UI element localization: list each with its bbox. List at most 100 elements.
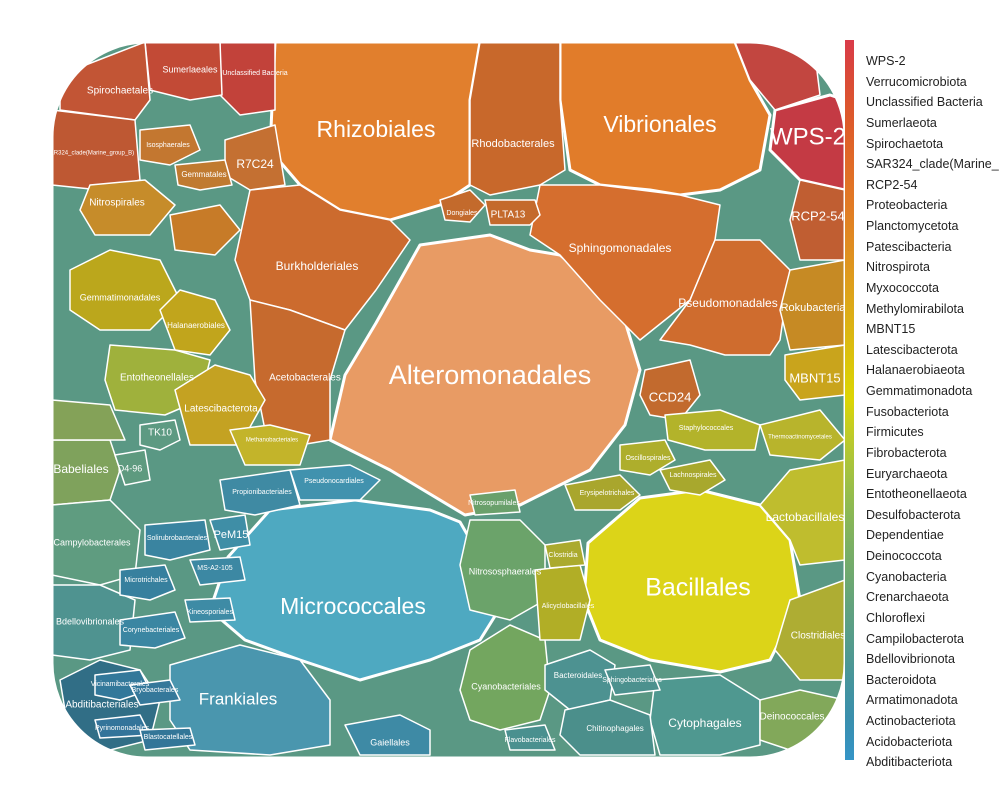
legend-item-gemmatimonadota: Gemmatimonadota xyxy=(866,384,973,398)
legend-item-euryarchaeota: Euryarchaeota xyxy=(866,466,948,481)
label-solirubrobacterales: Solirubrobacterales xyxy=(147,535,208,542)
label-cytophagales: Cytophagales xyxy=(668,716,741,730)
cell-rokubacteriales xyxy=(779,259,845,351)
legend-item-myxococcota: Myxococcota xyxy=(866,280,939,295)
label-plta13: PLTA13 xyxy=(491,210,526,221)
legend-item-rcp2-54: RCP2-54 xyxy=(866,177,918,192)
label-lachnospirales: Lachnospirales xyxy=(669,472,717,479)
label-clostridia: Clostridia xyxy=(548,552,577,559)
label-latescibacterota: Latescibacterota xyxy=(184,404,258,415)
cell-lactobacillales xyxy=(759,459,845,566)
label-vicinamibacterales: Vicinamibacterales xyxy=(91,681,150,688)
cell-chloroflexi-top xyxy=(734,42,821,111)
cell-pseudomonadales xyxy=(659,239,791,356)
legend-item-firmicutes: Firmicutes xyxy=(866,425,924,440)
label-sar324-clade-marine-group-b: SAR324_clade(Marine_group_B) xyxy=(46,151,134,157)
label-frankiales: Frankiales xyxy=(199,689,277,708)
label-gaiellales: Gaiellales xyxy=(370,737,410,747)
label-mbnt15: MBNT15 xyxy=(789,370,840,385)
legend-item-unclassified-bacteria: Unclassified Bacteria xyxy=(866,95,983,110)
label-tk10: TK10 xyxy=(148,428,172,439)
label-sphingobacteriales: Sphingobacteriales xyxy=(602,677,662,684)
cell-thermoactinomycetales xyxy=(759,409,845,461)
label-nitrososphaerales: Nitrososphaerales xyxy=(469,566,542,576)
label-staphylococcales: Staphylococcales xyxy=(679,425,734,432)
treemap-labels: Alteromonadales Micrococcales Bacillales Rh… xyxy=(46,64,860,747)
legend-item-abditibacteriota: Abditibacteriota xyxy=(866,755,953,770)
cell-gaiellales xyxy=(344,714,431,756)
label-cyanobacteriales: Cyanobacteriales xyxy=(471,681,541,691)
label-babeliales: Babeliales xyxy=(53,462,108,476)
label-burkholderiales: Burkholderiales xyxy=(276,259,359,273)
cell-cyanobacteriales xyxy=(459,624,551,731)
cell-bryobacterales xyxy=(129,679,181,706)
label-rhodobacterales: Rhodobacterales xyxy=(471,138,555,150)
label-alteromonadales: Alteromonadales xyxy=(389,360,592,390)
legend-item-planctomycetota: Planctomycetota xyxy=(866,219,959,233)
cell-gemmatales xyxy=(174,159,233,191)
label-methanobacteriales: Methanobacteriales xyxy=(246,438,298,444)
label-blastocatellales: Blastocatellales xyxy=(144,734,193,741)
cell-plta13 xyxy=(484,199,541,226)
label-alicyclobacillales: Alicyclobacillales xyxy=(542,603,595,610)
cell-sphingobacteriales xyxy=(604,664,661,696)
label-deinococcales: Deinococcales xyxy=(759,712,824,723)
label-bacteroidales: Bacteroidales xyxy=(554,671,602,680)
label-ccd24: CCD24 xyxy=(649,389,692,404)
label-bryobacterales: Bryobacterales xyxy=(132,687,179,694)
cell-isosphaerales xyxy=(139,124,201,166)
cell-desulfobacterota-left xyxy=(52,399,126,441)
legend: WPS-2 Verrucomicrobiota Unclassified Bacte… xyxy=(866,53,999,775)
label-pem15: PeM15 xyxy=(214,529,249,541)
label-bacillales: Bacillales xyxy=(645,574,751,602)
label-kineosporiales: Kineosporiales xyxy=(187,609,233,616)
label-wps-2: WPS-2 xyxy=(770,123,846,150)
label-rokubacteriales: Rokubacteriales xyxy=(781,302,860,314)
cell-nitrososphaerales xyxy=(459,519,546,621)
cell-clostridiales xyxy=(774,579,845,681)
label-ms-a2-105: MS-A2-105 xyxy=(197,565,233,572)
legend-item-actinobacteriota: Actinobacteriota xyxy=(866,714,956,728)
cell-chitinophagales xyxy=(559,699,656,756)
label-micrococcales: Micrococcales xyxy=(280,593,426,619)
legend-item-sar324-clade-marine: SAR324_clade(Marine_ xyxy=(866,157,999,172)
label-sumerlaeales: Sumerlaeales xyxy=(162,64,218,74)
legend-item-crenarchaeota: Crenarchaeota xyxy=(866,590,949,605)
label-nitrospirales: Nitrospirales xyxy=(89,198,145,209)
legend-item-armatimonadota: Armatimonadota xyxy=(866,693,958,708)
legend-item-methylomirabilota: Methylomirabilota xyxy=(866,301,964,316)
cell-latescibacterota xyxy=(174,364,266,446)
label-abditibacteriales: Abditibacteriales xyxy=(65,700,138,711)
label-dongiales: Dongiales xyxy=(446,210,478,217)
label-acetobacterales: Acetobacterales xyxy=(269,373,341,384)
legend-item-mbnt15: MBNT15 xyxy=(866,322,916,337)
legend-item-sumerlaeota: Sumerlaeota xyxy=(866,115,937,130)
label-campylobacterales: Campylobacterales xyxy=(53,537,131,547)
cell-solirubrobacterales xyxy=(144,519,211,561)
label-rhizobiales: Rhizobiales xyxy=(317,116,436,142)
cell-dongiales xyxy=(439,189,486,223)
label-isosphaerales: Isosphaerales xyxy=(146,142,190,149)
legend-item-patescibacteria: Patescibacteria xyxy=(866,239,952,254)
label-propionibacteriales: Propionibacteriales xyxy=(232,489,292,496)
label-oscillospirales: Oscillospirales xyxy=(625,455,671,462)
label-microtrichales: Microtrichales xyxy=(124,577,168,584)
cell-methanobacteriales xyxy=(229,424,311,466)
label-gemmatales: Gemmatales xyxy=(181,170,226,179)
cell-wps-2 xyxy=(768,93,845,192)
cell-clostridia xyxy=(544,539,586,569)
legend-item-nitrospirota: Nitrospirota xyxy=(866,260,930,275)
cell-tk10 xyxy=(139,419,181,451)
legend-item-proteobacteria: Proteobacteria xyxy=(866,198,948,213)
label-chitinophagales: Chitinophagales xyxy=(586,724,643,733)
label-erysipelotrichales: Erysipelotrichales xyxy=(580,490,635,497)
legend-item-desulfobacterota: Desulfobacterota xyxy=(866,507,961,522)
cell-rhodospirillales-mid xyxy=(169,204,241,256)
cell-rhodobacterales xyxy=(469,42,566,196)
legend-item-deinococcota: Deinococcota xyxy=(866,549,942,563)
label-pseudonocardiales: Pseudonocardiales xyxy=(304,478,364,485)
cell-erysipelotrichales xyxy=(564,474,641,511)
cell-ms-a2-105 xyxy=(189,556,246,586)
cell-mbnt15 xyxy=(784,344,845,401)
